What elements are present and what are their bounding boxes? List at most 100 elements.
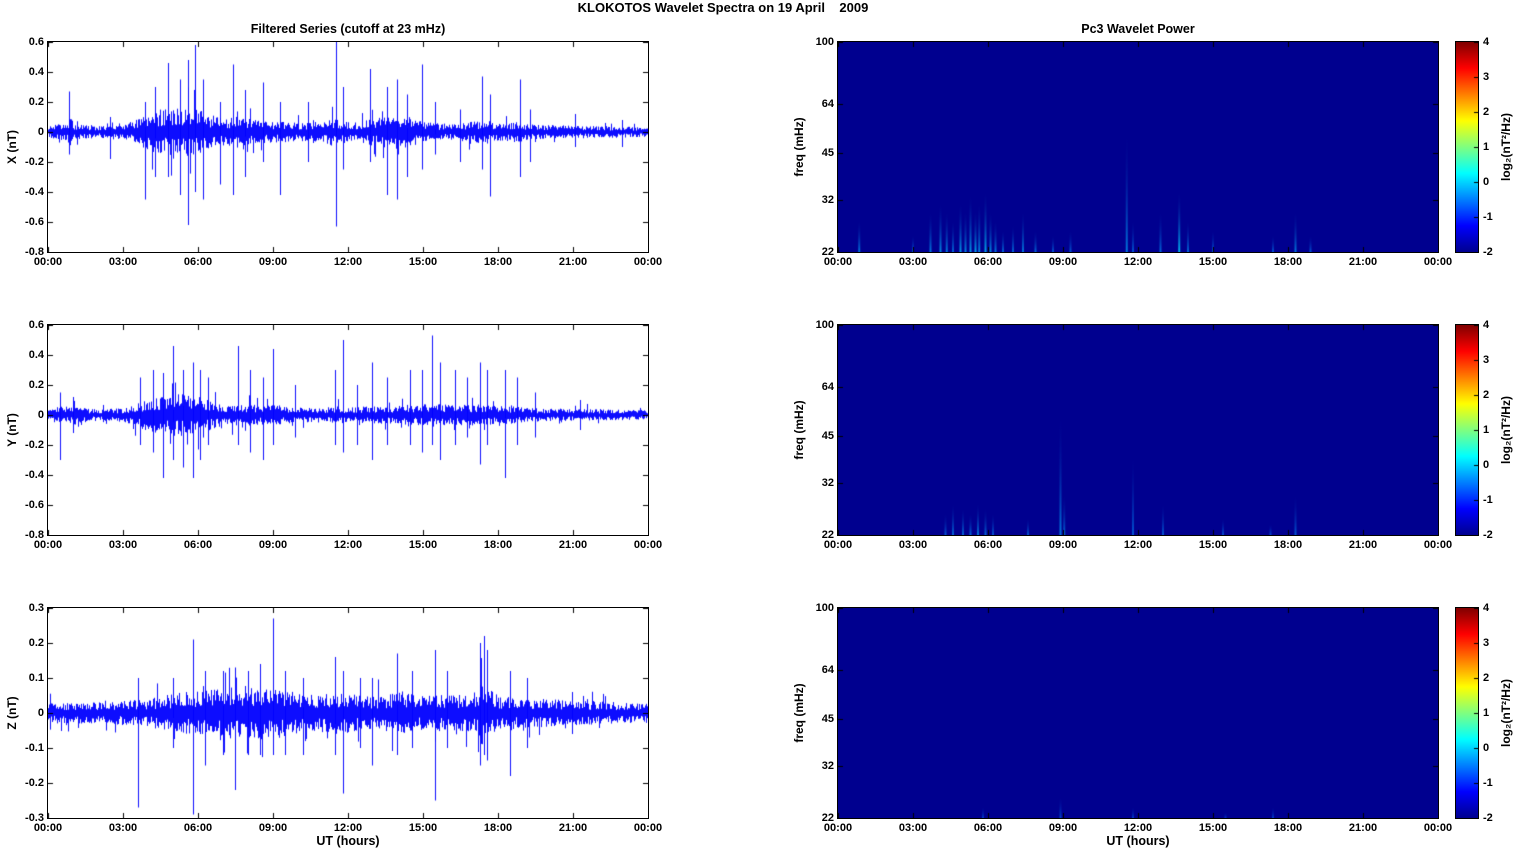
freq-tick-label: 32 bbox=[821, 194, 834, 207]
freq-tick-label: 100 bbox=[815, 36, 834, 48]
x-tick-label: 09:00 bbox=[258, 822, 288, 834]
x-tick-label: 09:00 bbox=[1048, 822, 1078, 834]
y-tick-label: 0 bbox=[37, 126, 44, 138]
colorbar-tick-label: -1 bbox=[1483, 211, 1493, 223]
colorbar-x bbox=[1455, 41, 1479, 253]
x-tick-label: 15:00 bbox=[1198, 256, 1228, 268]
x-tick-label: 00:00 bbox=[33, 256, 63, 268]
colorbar-tick-label: -1 bbox=[1483, 494, 1493, 506]
y-tick-label: -0.3 bbox=[25, 812, 44, 824]
y-tick-label: 0 bbox=[37, 707, 44, 719]
y-tick-label: -0.2 bbox=[25, 777, 44, 789]
freq-tick-label: 45 bbox=[821, 429, 834, 442]
x-tick-label: 06:00 bbox=[973, 256, 1003, 268]
freq-tick-label: 45 bbox=[821, 146, 834, 159]
y-tick-label: 0 bbox=[37, 409, 44, 421]
y-tick-label: 0.6 bbox=[28, 36, 44, 48]
y-tick-label: -0.2 bbox=[25, 439, 44, 451]
x-tick-label: 00:00 bbox=[633, 822, 663, 834]
x-series-plot-canvas bbox=[47, 41, 649, 253]
colorbar-tick-label: 4 bbox=[1483, 319, 1490, 331]
freq-tick-label: 32 bbox=[821, 477, 834, 490]
x-tick-label: 03:00 bbox=[108, 256, 138, 268]
y-tick-label: 0.2 bbox=[28, 96, 44, 108]
colorbar-tick-label: 1 bbox=[1483, 707, 1490, 719]
x-tick-label: 18:00 bbox=[483, 539, 513, 551]
colorbar-tick-label: 0 bbox=[1483, 742, 1490, 754]
x-tick-label: 21:00 bbox=[558, 822, 588, 834]
x-tick-label: 06:00 bbox=[183, 822, 213, 834]
x-tick-label: 00:00 bbox=[1423, 822, 1453, 834]
x-tick-label: 12:00 bbox=[1123, 539, 1153, 551]
colorbar-tick-label: 4 bbox=[1483, 36, 1490, 48]
y-series-plot-canvas bbox=[47, 324, 649, 536]
colorbar-z bbox=[1455, 607, 1479, 819]
colorbar-tick-label: 0 bbox=[1483, 459, 1490, 471]
x-tick-label: 06:00 bbox=[973, 822, 1003, 834]
y-tick-label: -0.8 bbox=[25, 529, 44, 541]
x-tick-label: 15:00 bbox=[1198, 539, 1228, 551]
x-tick-label: 06:00 bbox=[183, 256, 213, 268]
colorbar-tick-label: 1 bbox=[1483, 424, 1490, 436]
y-tick-label: -0.6 bbox=[25, 499, 44, 511]
y-tick-label: -0.1 bbox=[25, 742, 44, 754]
colorbar-tick-label: -1 bbox=[1483, 777, 1493, 789]
x-tick-label: 00:00 bbox=[823, 256, 853, 268]
x-tick-label: 18:00 bbox=[1273, 256, 1303, 268]
y-tick-label: -0.6 bbox=[25, 216, 44, 228]
colorbar-tick-label: 3 bbox=[1483, 637, 1490, 649]
x-tick-label: 03:00 bbox=[898, 822, 928, 834]
y-tick-label: -0.4 bbox=[25, 186, 44, 198]
x-tick-label: 06:00 bbox=[183, 539, 213, 551]
colorbar-tick-label: 2 bbox=[1483, 106, 1490, 118]
x-tick-label: 18:00 bbox=[1273, 539, 1303, 551]
x-tick-label: 00:00 bbox=[823, 539, 853, 551]
x-tick-label: 12:00 bbox=[1123, 256, 1153, 268]
x-tick-label: 00:00 bbox=[633, 539, 663, 551]
freq-tick-label: 64 bbox=[821, 663, 834, 676]
x-tick-label: 03:00 bbox=[898, 539, 928, 551]
x-tick-label: 15:00 bbox=[408, 256, 438, 268]
z-series-plot-canvas bbox=[47, 607, 649, 819]
colorbar-tick-label: 2 bbox=[1483, 672, 1490, 684]
x-tick-label: 15:00 bbox=[1198, 822, 1228, 834]
colorbar-tick-label: 1 bbox=[1483, 141, 1490, 153]
x-tick-label: 21:00 bbox=[1348, 822, 1378, 834]
x-tick-label: 00:00 bbox=[33, 539, 63, 551]
x-tick-label: 12:00 bbox=[333, 539, 363, 551]
x-tick-label: 18:00 bbox=[483, 822, 513, 834]
x-tick-label: 00:00 bbox=[823, 822, 853, 834]
x-tick-label: 21:00 bbox=[1348, 256, 1378, 268]
y-tick-label: 0.1 bbox=[28, 672, 44, 684]
x-tick-label: 18:00 bbox=[483, 256, 513, 268]
x-tick-label: 21:00 bbox=[558, 539, 588, 551]
filtered-series-title: Filtered Series (cutoff at 23 mHz) bbox=[250, 22, 446, 36]
colorbar-tick-label: 3 bbox=[1483, 354, 1490, 366]
colorbar-tick-label: -2 bbox=[1483, 529, 1493, 541]
y-tick-label: -0.8 bbox=[25, 246, 44, 258]
y-tick-label: 0.6 bbox=[28, 319, 44, 331]
colorbar-tick-label: 2 bbox=[1483, 389, 1490, 401]
x-tick-label: 21:00 bbox=[558, 256, 588, 268]
freq-tick-label: 100 bbox=[815, 602, 834, 614]
x-tick-label: 09:00 bbox=[1048, 256, 1078, 268]
colorbar-tick-label: 0 bbox=[1483, 176, 1490, 188]
y-tick-label: -0.4 bbox=[25, 469, 44, 481]
y-tick-label: 0.4 bbox=[28, 349, 44, 361]
freq-tick-label: 64 bbox=[821, 380, 834, 393]
freq-tick-label: 22 bbox=[821, 529, 834, 541]
x-tick-label: 03:00 bbox=[108, 539, 138, 551]
colorbar-y bbox=[1455, 324, 1479, 536]
y-tick-label: 0.4 bbox=[28, 66, 44, 78]
x-tick-label: 00:00 bbox=[1423, 256, 1453, 268]
colorbar-tick-label: -2 bbox=[1483, 812, 1493, 824]
x-tick-label: 12:00 bbox=[333, 256, 363, 268]
freq-tick-label: 22 bbox=[821, 246, 834, 258]
x-tick-label: 09:00 bbox=[258, 256, 288, 268]
freq-tick-label: 100 bbox=[815, 319, 834, 331]
left-xaxis-label: UT (hours) bbox=[316, 834, 380, 848]
x-wavelet-spectrogram-canvas bbox=[837, 41, 1439, 253]
freq-tick-label: 22 bbox=[821, 812, 834, 824]
y-tick-label: 0.3 bbox=[28, 602, 44, 614]
